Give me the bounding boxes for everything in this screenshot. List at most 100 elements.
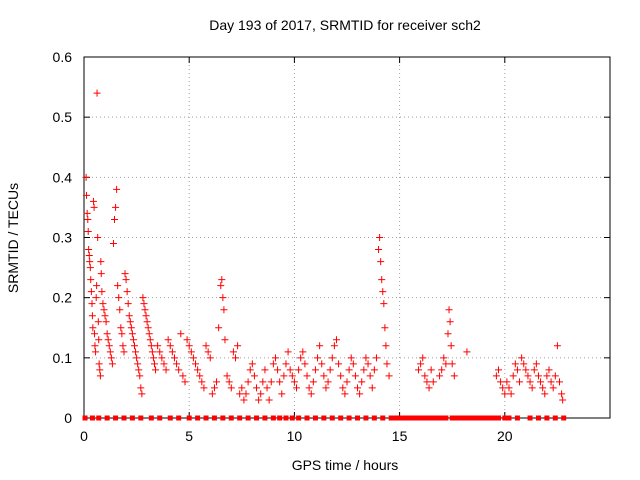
data-point (278, 390, 286, 398)
data-point (276, 378, 284, 386)
data-point (189, 354, 197, 362)
data-point (130, 342, 138, 350)
data-point (215, 324, 223, 332)
data-point (221, 336, 229, 344)
data-point (463, 348, 471, 356)
data-point (107, 354, 115, 362)
data-point (112, 203, 120, 211)
data-point (356, 390, 364, 398)
data-point (301, 360, 309, 368)
zero-point (426, 415, 432, 421)
zero-point (514, 415, 520, 421)
data-point (545, 366, 553, 374)
data-point (318, 360, 326, 368)
data-point (522, 366, 530, 374)
zero-point (167, 415, 173, 421)
data-point (444, 330, 452, 338)
data-point (244, 378, 252, 386)
data-point (324, 378, 332, 386)
data-point (88, 312, 96, 320)
zero-point (262, 415, 268, 421)
data-point (511, 360, 519, 368)
data-point (137, 384, 145, 392)
data-point (238, 384, 246, 392)
data-point (100, 306, 108, 314)
data-point (96, 366, 104, 374)
data-point (92, 294, 100, 302)
data-point (181, 378, 189, 386)
data-point (109, 240, 117, 248)
data-point (347, 354, 355, 362)
data-point (149, 354, 157, 362)
data-point (150, 360, 158, 368)
zero-point (277, 415, 283, 421)
data-point (492, 372, 500, 380)
data-point (381, 324, 389, 332)
data-point (248, 360, 256, 368)
chart-title: Day 193 of 2017, SRMTID for receiver sch… (209, 17, 481, 33)
data-point (118, 330, 126, 338)
data-point (147, 342, 155, 350)
zero-point (561, 415, 567, 421)
zero-point (289, 415, 295, 421)
data-point (532, 360, 540, 368)
data-point (82, 173, 90, 181)
zero-point (211, 415, 217, 421)
data-point (120, 348, 128, 356)
data-point (104, 336, 112, 344)
data-point (269, 360, 277, 368)
y-tick-label: 0.3 (53, 230, 73, 246)
data-point (505, 384, 513, 392)
data-point (385, 372, 393, 380)
data-point (442, 360, 450, 368)
data-point (102, 318, 110, 326)
data-point (97, 270, 105, 278)
data-point (524, 372, 532, 380)
zero-point (371, 415, 377, 421)
data-point (162, 366, 170, 374)
zero-point (148, 415, 154, 421)
data-point (314, 354, 322, 362)
data-point (316, 342, 324, 350)
zero-point (430, 415, 436, 421)
zero-point (346, 415, 352, 421)
data-point (383, 360, 391, 368)
data-point (320, 372, 328, 380)
x-axis-label: GPS time / hours (292, 457, 399, 473)
data-point (295, 366, 303, 374)
data-point (231, 354, 239, 362)
data-point (166, 342, 174, 350)
axis-layer: 0 5 10 15 20 0 0.1 0.2 0.3 0.4 0.5 0.6 (53, 49, 611, 444)
zero-point (312, 415, 318, 421)
data-point (227, 384, 235, 392)
data-point (445, 306, 453, 314)
data-point (90, 203, 98, 211)
x-tick-label: 10 (287, 428, 303, 444)
data-point (337, 372, 345, 380)
data-point (87, 288, 95, 296)
data-point (303, 372, 311, 380)
zero-point (283, 415, 289, 421)
data-point (192, 360, 200, 368)
zero-point (363, 415, 369, 421)
data-point (419, 354, 427, 362)
zero-point (121, 415, 127, 421)
data-point (133, 354, 141, 362)
data-point (370, 366, 378, 374)
data-point (339, 384, 347, 392)
data-point (98, 288, 106, 296)
data-point (250, 372, 258, 380)
data-point (436, 372, 444, 380)
grid-layer (84, 57, 610, 418)
data-point (499, 384, 507, 392)
data-point (96, 372, 104, 380)
data-point (122, 276, 130, 284)
data-point (91, 330, 99, 338)
zero-point (176, 415, 182, 421)
zero-point (388, 415, 394, 421)
data-point (543, 372, 551, 380)
data-point (185, 342, 193, 350)
data-point (94, 234, 102, 241)
data-point (509, 372, 517, 380)
data-point (526, 378, 534, 386)
